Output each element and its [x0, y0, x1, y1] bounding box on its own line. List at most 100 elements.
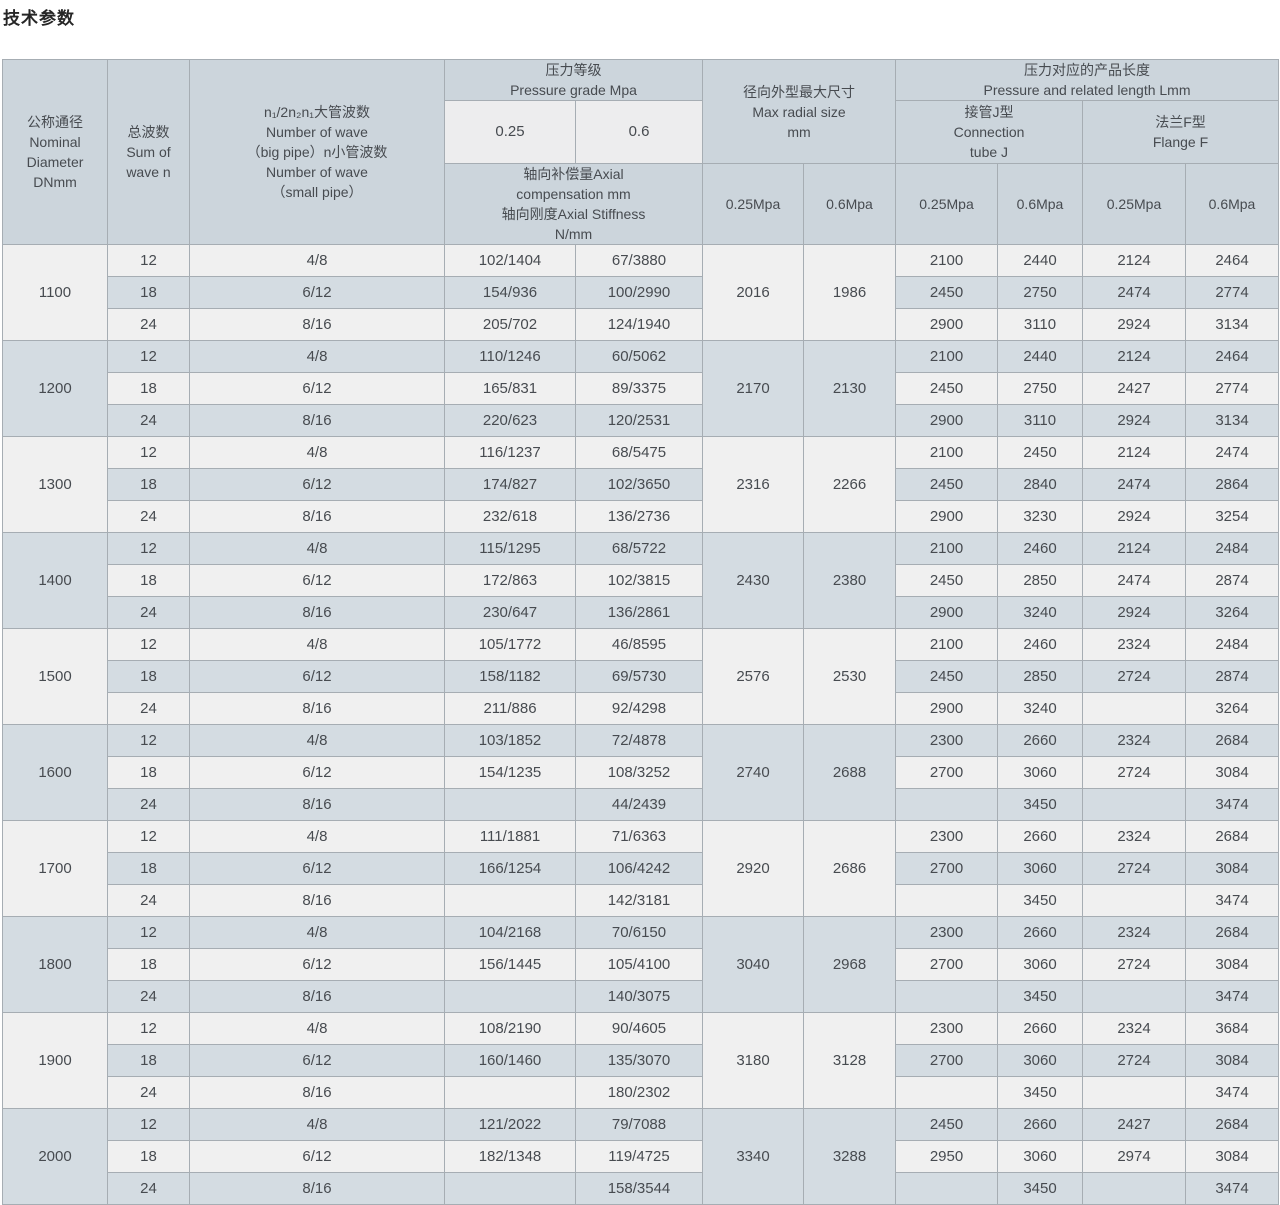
cell-radial-06: 2688	[803, 724, 896, 821]
cell-nominal-diameter: 1100	[2, 244, 108, 341]
cell-axial-025: 182/1348	[444, 1140, 576, 1173]
header-radial-025mpa: 0.25Mpa	[702, 163, 804, 245]
cell-tube-j-025	[895, 1076, 998, 1109]
cell-radial-025: 3180	[702, 1012, 804, 1109]
cell-axial-025: 211/886	[444, 692, 576, 725]
table-row: 18 6/12 154/936 100/2990 2450 2750 2474 2774	[3, 276, 1279, 309]
cell-flange-f-025: 2324	[1082, 1012, 1186, 1045]
cell-tube-j-025: 2300	[895, 1012, 998, 1045]
cell-wave-number: 8/16	[189, 404, 445, 437]
header-max-radial-size: 径向外型最大尺寸 Max radial size mm	[702, 59, 896, 164]
cell-sum-of-wave: 18	[107, 276, 190, 309]
cell-flange-f-025: 2324	[1082, 820, 1186, 853]
cell-flange-f-06: 3084	[1185, 1140, 1279, 1173]
cell-tube-j-025: 2700	[895, 948, 998, 981]
cell-flange-f-025: 2924	[1082, 500, 1186, 533]
cell-sum-of-wave: 18	[107, 468, 190, 501]
header-sum-of-wave: 总波数 Sum of wave n	[107, 59, 190, 245]
cell-tube-j-025: 2450	[895, 468, 998, 501]
cell-wave-number: 6/12	[189, 660, 445, 693]
cell-axial-06: 120/2531	[575, 404, 703, 437]
cell-flange-f-025: 2324	[1082, 916, 1186, 949]
cell-flange-f-06: 2774	[1185, 276, 1279, 309]
cell-tube-j-06: 2440	[997, 340, 1083, 373]
table-row: 1700 12 4/8 111/1881 71/6363 2920 2686 2300 2660…	[2, 820, 1279, 917]
cell-radial-025: 2430	[702, 532, 804, 629]
cell-flange-f-025: 2474	[1082, 276, 1186, 309]
cell-flange-f-06: 2684	[1185, 916, 1279, 949]
cell-radial-025: 2740	[702, 724, 804, 821]
cell-sum-of-wave: 12	[107, 436, 190, 469]
header-f-06mpa: 0.6Mpa	[1185, 163, 1279, 245]
header-wave-numbers: n₁/2n₂n₁大管波数 Number of wave （big pipe）n小…	[189, 59, 445, 245]
cell-axial-025: 232/618	[444, 500, 576, 533]
cell-sum-of-wave: 18	[107, 564, 190, 597]
cell-axial-025: 172/863	[444, 564, 576, 597]
cell-tube-j-025: 2700	[895, 1044, 998, 1077]
cell-tube-j-06: 2460	[997, 532, 1083, 565]
cell-sum-of-wave: 12	[107, 244, 190, 277]
cell-axial-06: 71/6363	[575, 820, 703, 853]
cell-sum-of-wave: 18	[107, 852, 190, 885]
table-row: 24 8/16 140/3075 3450 3474	[3, 980, 1279, 1013]
cell-sum-of-wave: 24	[107, 596, 190, 629]
cell-flange-f-06: 3254	[1185, 500, 1279, 533]
table-row: 1300 12 4/8 116/1237 68/5475 2316 2266 2100 2450…	[2, 436, 1279, 533]
cell-radial-025: 3340	[702, 1108, 804, 1205]
cell-sum-of-wave: 24	[107, 500, 190, 533]
cell-tube-j-025: 2900	[895, 404, 998, 437]
cell-axial-025: 158/1182	[444, 660, 576, 693]
cell-tube-j-025: 2950	[895, 1140, 998, 1173]
cell-flange-f-025: 2124	[1082, 340, 1186, 373]
cell-wave-number: 8/16	[189, 884, 445, 917]
cell-sum-of-wave: 24	[107, 788, 190, 821]
cell-radial-06: 2530	[803, 628, 896, 725]
cell-tube-j-025: 2700	[895, 756, 998, 789]
cell-sum-of-wave: 12	[107, 916, 190, 949]
cell-sum-of-wave: 24	[107, 692, 190, 725]
cell-flange-f-06: 2684	[1185, 1108, 1279, 1141]
table-row: 24 8/16 220/623 120/2531 2900 3110 2924 3134	[3, 404, 1279, 437]
cell-flange-f-06: 2474	[1185, 436, 1279, 469]
cell-axial-025: 220/623	[444, 404, 576, 437]
cell-radial-06: 2686	[803, 820, 896, 917]
cell-wave-number: 6/12	[189, 756, 445, 789]
cell-tube-j-06: 3060	[997, 756, 1083, 789]
cell-flange-f-025: 2924	[1082, 404, 1186, 437]
cell-axial-06: 106/4242	[575, 852, 703, 885]
cell-tube-j-06: 2440	[997, 244, 1083, 277]
table-row: 24 8/16 158/3544 3450 3474	[3, 1172, 1279, 1205]
cell-flange-f-06: 3264	[1185, 596, 1279, 629]
cell-tube-j-06: 3060	[997, 1140, 1083, 1173]
cell-axial-025: 230/647	[444, 596, 576, 629]
cell-tube-j-025: 2450	[895, 276, 998, 309]
cell-axial-025: 205/702	[444, 308, 576, 341]
cell-wave-number: 8/16	[189, 308, 445, 341]
cell-axial-06: 102/3650	[575, 468, 703, 501]
cell-flange-f-06: 2874	[1185, 660, 1279, 693]
cell-wave-number: 6/12	[189, 468, 445, 501]
cell-axial-025: 111/1881	[444, 820, 576, 853]
cell-wave-number: 4/8	[189, 340, 445, 373]
header-axial-compensation: 轴向补偿量Axial compensation mm 轴向刚度Axial Sti…	[444, 163, 703, 245]
table-row: 18 6/12 182/1348 119/4725 2950 3060 2974 3084	[3, 1140, 1279, 1173]
cell-axial-06: 67/3880	[575, 244, 703, 277]
cell-axial-06: 44/2439	[575, 788, 703, 821]
cell-flange-f-06: 3084	[1185, 852, 1279, 885]
cell-axial-025: 110/1246	[444, 340, 576, 373]
cell-flange-f-025: 2924	[1082, 308, 1186, 341]
cell-tube-j-06: 3240	[997, 692, 1083, 725]
cell-axial-025: 121/2022	[444, 1108, 576, 1141]
cell-tube-j-06: 3060	[997, 948, 1083, 981]
cell-radial-06: 2968	[803, 916, 896, 1013]
cell-sum-of-wave: 12	[107, 628, 190, 661]
cell-axial-025: 154/1235	[444, 756, 576, 789]
cell-axial-06: 119/4725	[575, 1140, 703, 1173]
cell-wave-number: 8/16	[189, 788, 445, 821]
cell-wave-number: 8/16	[189, 1172, 445, 1205]
cell-nominal-diameter: 1600	[2, 724, 108, 821]
table-row: 24 8/16 44/2439 3450 3474	[3, 788, 1279, 821]
table-row: 24 8/16 232/618 136/2736 2900 3230 2924 3254	[3, 500, 1279, 533]
cell-wave-number: 6/12	[189, 276, 445, 309]
cell-tube-j-025: 2900	[895, 500, 998, 533]
